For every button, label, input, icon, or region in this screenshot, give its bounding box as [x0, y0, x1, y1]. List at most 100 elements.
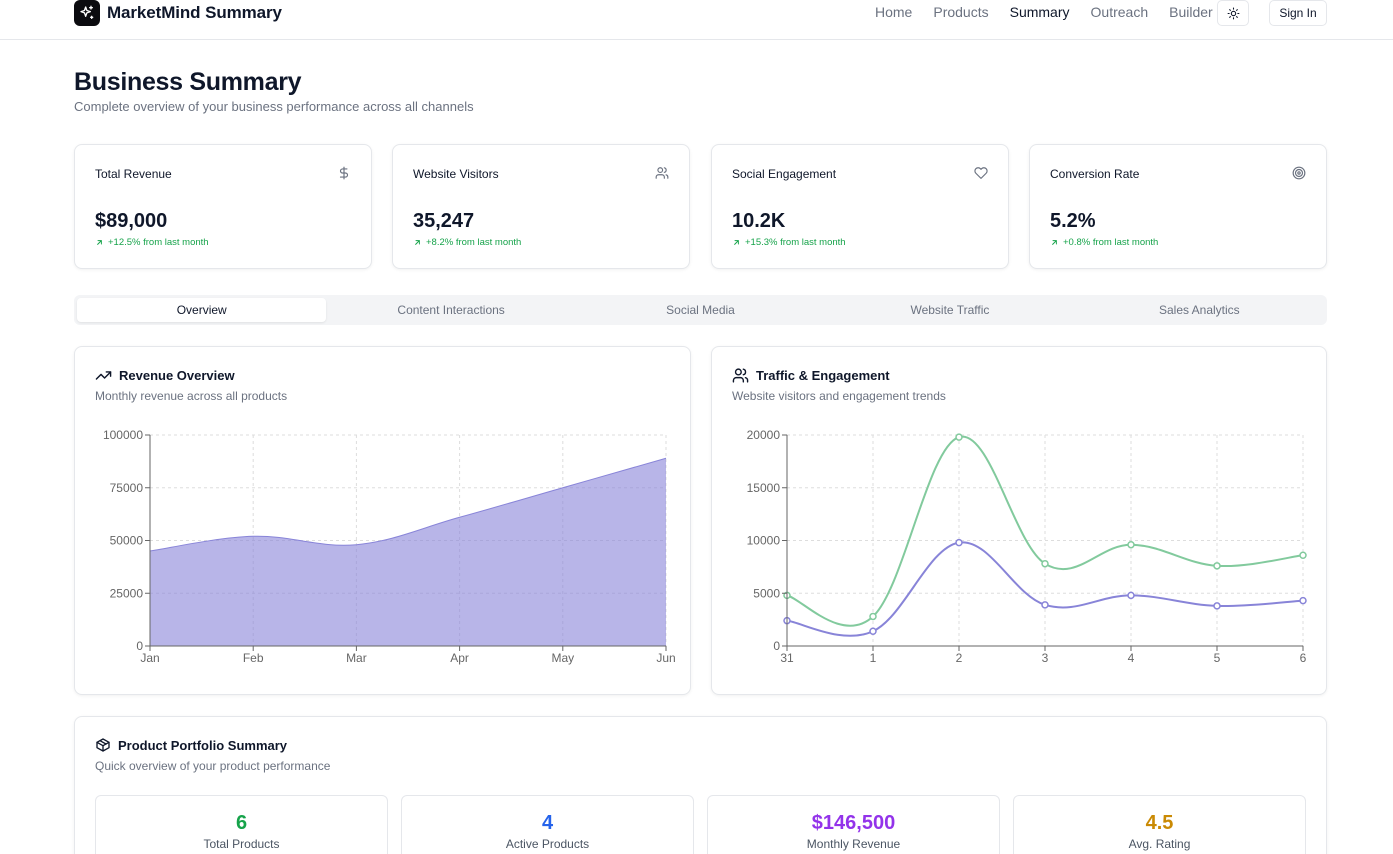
stat-value: 35,247: [413, 210, 475, 232]
summary-tabs: Overview Content Interactions Social Med…: [74, 295, 1327, 325]
portfolio-total-products: 6 Total Products: [95, 795, 388, 854]
revenue-chart: 0 25000 50000 75000 100000 Jan Feb Mar Apr May Jun: [103, 428, 676, 665]
stat-label: Conversion Rate: [1050, 167, 1140, 181]
theme-toggle-button[interactable]: [1217, 0, 1249, 26]
stat-change: +8.2% from last month: [413, 237, 521, 248]
y-tick-label: 100000: [103, 428, 143, 442]
dollar-icon: [337, 166, 351, 180]
point-engagement: [869, 627, 877, 635]
revenue-overview-card: 0 25000 50000 75000 100000 Jan Feb Mar Apr May Jun…: [74, 346, 691, 695]
x-tick-label: Jan: [140, 651, 159, 665]
pf-value: 6: [235, 812, 248, 834]
point-engagement: [1299, 596, 1307, 605]
y-tick-label: 10000: [747, 534, 781, 548]
portfolio-monthly-revenue: $146,500 Monthly Revenue: [707, 795, 1000, 854]
brand[interactable]: MarketMind Summary: [74, 0, 282, 26]
point-engagement: [1213, 602, 1221, 610]
point-visitors: [955, 433, 963, 441]
x-tick-label: Apr: [450, 651, 469, 665]
stat-change-text: +8.2% from last month: [426, 237, 522, 248]
tab-content-interactions[interactable]: Content Interactions: [397, 303, 505, 317]
x-tick-label: Jun: [656, 651, 675, 665]
stat-card-social-engagement: Social Engagement 10.2K +15.3% from last…: [711, 144, 1009, 269]
arrow-up-right-icon: [415, 240, 420, 245]
stat-label: Total Revenue: [95, 167, 172, 181]
pf-value: $146,500: [811, 812, 896, 834]
stat-card-conversion-rate: Conversion Rate 5.2% +0.8% from last mon…: [1029, 144, 1327, 269]
x-tick-label: 5: [1214, 651, 1221, 665]
x-tick-label: 3: [1042, 651, 1049, 665]
y-tick-label: 25000: [110, 586, 144, 600]
users-icon: [655, 166, 669, 180]
nav-outreach[interactable]: Outreach: [1090, 4, 1149, 20]
area-revenue: [150, 458, 666, 646]
revenue-card-subtitle: Monthly revenue across all products: [95, 389, 288, 403]
point-engagement: [955, 538, 963, 547]
portfolio-title-text: Product Portfolio Summary: [118, 737, 288, 753]
users-icon: [732, 368, 749, 383]
pf-label: Monthly Revenue: [806, 837, 901, 851]
point-engagement: [1127, 591, 1135, 600]
area-revenue-line: [149, 457, 667, 552]
x-tick-label: 31: [780, 651, 794, 665]
pf-value: 4.5: [1145, 812, 1174, 834]
stat-change: +15.3% from last month: [732, 237, 846, 248]
target-icon: [1292, 166, 1306, 180]
nav-summary[interactable]: Summary: [1009, 4, 1070, 20]
x-tick-label: 2: [956, 651, 963, 665]
page-title: Business Summary: [74, 68, 302, 96]
x-tick-label: 6: [1300, 651, 1307, 665]
arrow-up-right-icon: [97, 240, 102, 245]
nav-builder[interactable]: Builder: [1169, 4, 1213, 20]
point-visitors: [1041, 559, 1049, 568]
x-tick-label: May: [551, 651, 574, 665]
tab-website-traffic[interactable]: Website Traffic: [910, 303, 990, 317]
stat-change-text: +12.5% from last month: [108, 237, 209, 248]
stat-value: $89,000: [95, 210, 168, 232]
stat-label: Website Visitors: [413, 167, 499, 181]
traffic-chart: 0 5000 10000 15000 20000 31 1 2 3 4 5 6: [747, 428, 1307, 665]
traffic-card-subtitle: Website visitors and engagement trends: [732, 389, 946, 403]
revenue-card-title: Revenue Overview: [95, 367, 235, 384]
sign-in-button[interactable]: Sign In: [1269, 0, 1327, 26]
y-tick-label: 20000: [747, 428, 781, 442]
point-engagement: [1041, 601, 1049, 609]
traffic-card-title-text: Traffic & Engagement: [756, 368, 890, 383]
nav-products[interactable]: Products: [933, 4, 989, 20]
arrow-up-right-icon: [734, 240, 739, 245]
heart-icon: [974, 166, 988, 180]
arrow-up-right-icon: [1052, 240, 1057, 245]
stat-card-website-visitors: Website Visitors 35,247 +8.2% from last …: [392, 144, 690, 269]
pf-label: Total Products: [203, 837, 280, 851]
tab-social-media[interactable]: Social Media: [666, 303, 735, 317]
y-tick-label: 0: [773, 639, 780, 653]
revenue-card-title-text: Revenue Overview: [119, 368, 235, 383]
traffic-engagement-card: 0 5000 10000 15000 20000 31 1 2 3 4 5 6 Traffic & E…: [711, 346, 1327, 695]
point-visitors: [869, 612, 877, 621]
pf-label: Avg. Rating: [1128, 837, 1191, 851]
portfolio-active-products: 4 Active Products: [401, 795, 694, 854]
main-nav: Home Products Summary Outreach Builder: [875, 4, 1234, 21]
brand-name: MarketMind Summary: [107, 3, 282, 22]
stat-label: Social Engagement: [732, 167, 837, 181]
y-tick-label: 15000: [747, 481, 781, 495]
y-tick-label: 5000: [753, 586, 780, 600]
tab-overview[interactable]: Overview: [77, 298, 327, 322]
pf-value: 4: [541, 812, 554, 834]
traffic-card-title: Traffic & Engagement: [732, 367, 890, 384]
portfolio-avg-rating: 4.5 Avg. Rating: [1013, 795, 1306, 854]
stat-change-text: +0.8% from last month: [1063, 237, 1159, 248]
point-visitors: [1213, 562, 1221, 570]
y-tick-label: 0: [136, 639, 143, 653]
nav-home[interactable]: Home: [875, 4, 913, 20]
stat-change: +0.8% from last month: [1050, 237, 1158, 248]
trending-up-icon: [95, 371, 112, 380]
x-tick-label: 1: [870, 651, 877, 665]
package-icon: [96, 738, 110, 752]
page-subtitle: Complete overview of your business perfo…: [74, 99, 474, 114]
stat-value: 10.2K: [732, 210, 786, 232]
tab-sales-analytics[interactable]: Sales Analytics: [1158, 303, 1240, 317]
top-header: MarketMind Summary Home Products Summary…: [0, 0, 1393, 40]
portfolio-title: Product Portfolio Summary: [95, 737, 287, 753]
x-tick-label: Mar: [346, 651, 367, 665]
